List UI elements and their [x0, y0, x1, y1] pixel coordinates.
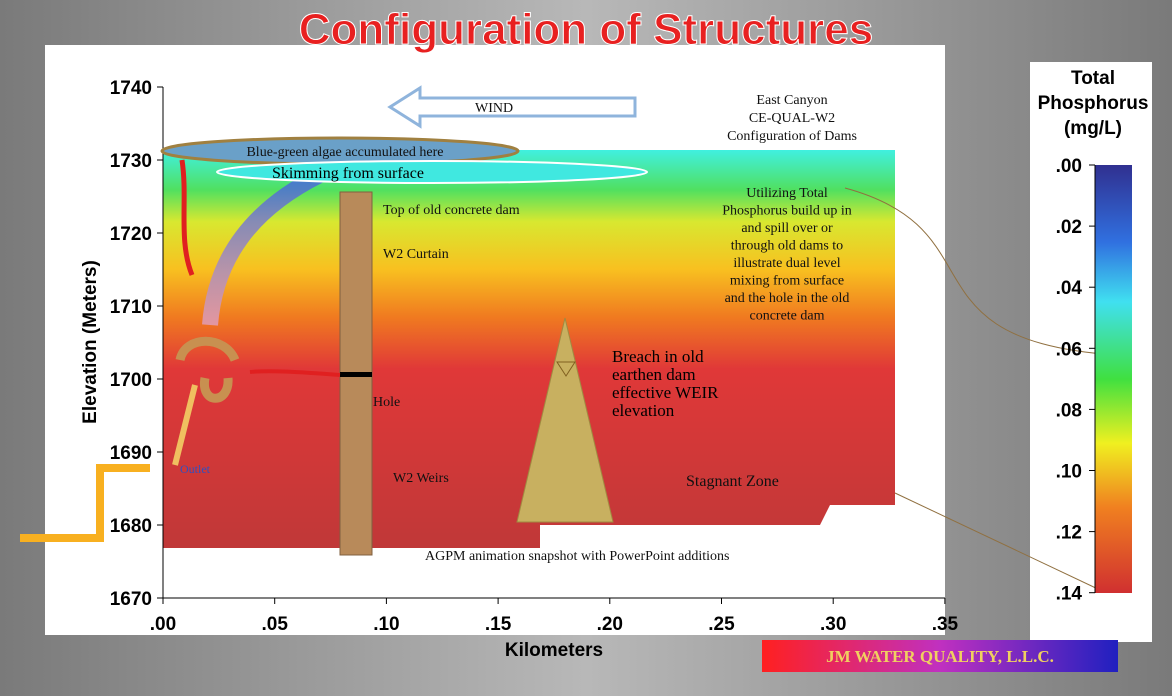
breach-line: Breach in old	[612, 347, 704, 366]
y-tick-label: 1680	[110, 516, 152, 537]
swirl	[199, 377, 233, 403]
note-line: illustrate dual level	[733, 256, 840, 271]
x-tick-label: .10	[373, 614, 399, 635]
outlet-label: Outlet	[180, 462, 211, 476]
note-line: concrete dam	[749, 309, 824, 324]
algae-label: Blue-green algae accumulated here	[246, 145, 443, 160]
title: Configuration of Structures	[299, 5, 873, 54]
arrow	[179, 159, 195, 276]
colorbar-title: Total	[1071, 68, 1115, 89]
stagnant-label: Stagnant Zone	[686, 473, 779, 490]
outlet-pipe	[20, 464, 150, 542]
arrow	[249, 369, 341, 377]
y-tick-label: 1700	[110, 370, 152, 391]
colorbar-title: (mg/L)	[1064, 118, 1122, 139]
snapshot-label: AGPM animation snapshot with PowerPoint …	[425, 549, 730, 564]
x-tick-label: .05	[261, 614, 288, 635]
note-line: and spill over or	[741, 221, 833, 236]
breach-line: effective WEIR	[612, 383, 719, 402]
swirl	[175, 336, 240, 363]
y-tick-label: 1710	[110, 297, 152, 318]
x-axis-label: Kilometers	[505, 640, 603, 661]
arrow	[202, 167, 324, 326]
y-tick-label: 1740	[110, 78, 152, 99]
wind-label: WIND	[475, 101, 513, 116]
note-line: Phosphorus build up in	[722, 204, 852, 219]
y-tick-label: 1730	[110, 151, 152, 172]
note-line: and the hole in the old	[725, 291, 850, 306]
colorbar-tick-label: .14	[1056, 584, 1083, 605]
colorbar	[1095, 165, 1132, 593]
y-axis-label: Elevation (Meters)	[80, 260, 101, 424]
colorbar-tick-label: .00	[1056, 156, 1082, 177]
x-tick-label: .20	[597, 614, 623, 635]
model-line: Configuration of Dams	[727, 129, 857, 144]
y-tick-label: 1670	[110, 589, 152, 610]
y-tick-label: 1690	[110, 443, 152, 464]
colorbar-tick-label: .06	[1056, 339, 1082, 360]
breach-line: elevation	[612, 401, 675, 420]
hole-mark	[340, 372, 372, 377]
x-tick-label: .30	[820, 614, 846, 635]
x-tick-label: .15	[485, 614, 512, 635]
arrow	[172, 384, 198, 466]
weirs-label: W2 Weirs	[393, 471, 449, 486]
model-line: East Canyon	[756, 93, 827, 108]
breach-line: earthen dam	[612, 365, 696, 384]
logo	[762, 640, 1118, 672]
y-tick-label: 1720	[110, 224, 152, 245]
x-tick-label: .25	[708, 614, 735, 635]
skimming-ellipse	[216, 160, 648, 184]
weir-symbol	[556, 361, 576, 377]
earthen-dam	[516, 317, 614, 523]
x-tick-label: .35	[932, 614, 959, 635]
colorbar-tick-label: .02	[1056, 217, 1082, 238]
skimming-label: Skimming from surface	[272, 165, 424, 182]
note-line: through old dams to	[731, 239, 843, 254]
logo-text: JM WATER QUALITY, L.L.C.	[826, 647, 1054, 666]
leader-line	[894, 492, 1101, 591]
wind-arrow	[387, 85, 637, 129]
model-line: CE-QUAL-W2	[749, 111, 835, 126]
colorbar-tick-label: .04	[1056, 278, 1083, 299]
colorbar-tick-label: .08	[1056, 400, 1082, 421]
curtain-label: W2 Curtain	[383, 247, 449, 262]
colorbar-tick-label: .10	[1056, 462, 1082, 483]
hole-label: Hole	[373, 395, 400, 410]
old-dam-label: Top of old concrete dam	[383, 203, 520, 218]
note-line: mixing from surface	[730, 274, 844, 289]
note-line: Utilizing Total	[746, 186, 828, 201]
colorbar-panel	[1030, 62, 1152, 642]
x-tick-label: .00	[150, 614, 176, 635]
colorbar-tick-label: .12	[1056, 523, 1082, 544]
leader-line	[844, 187, 1116, 356]
colorbar-title: Phosphorus	[1038, 93, 1149, 114]
